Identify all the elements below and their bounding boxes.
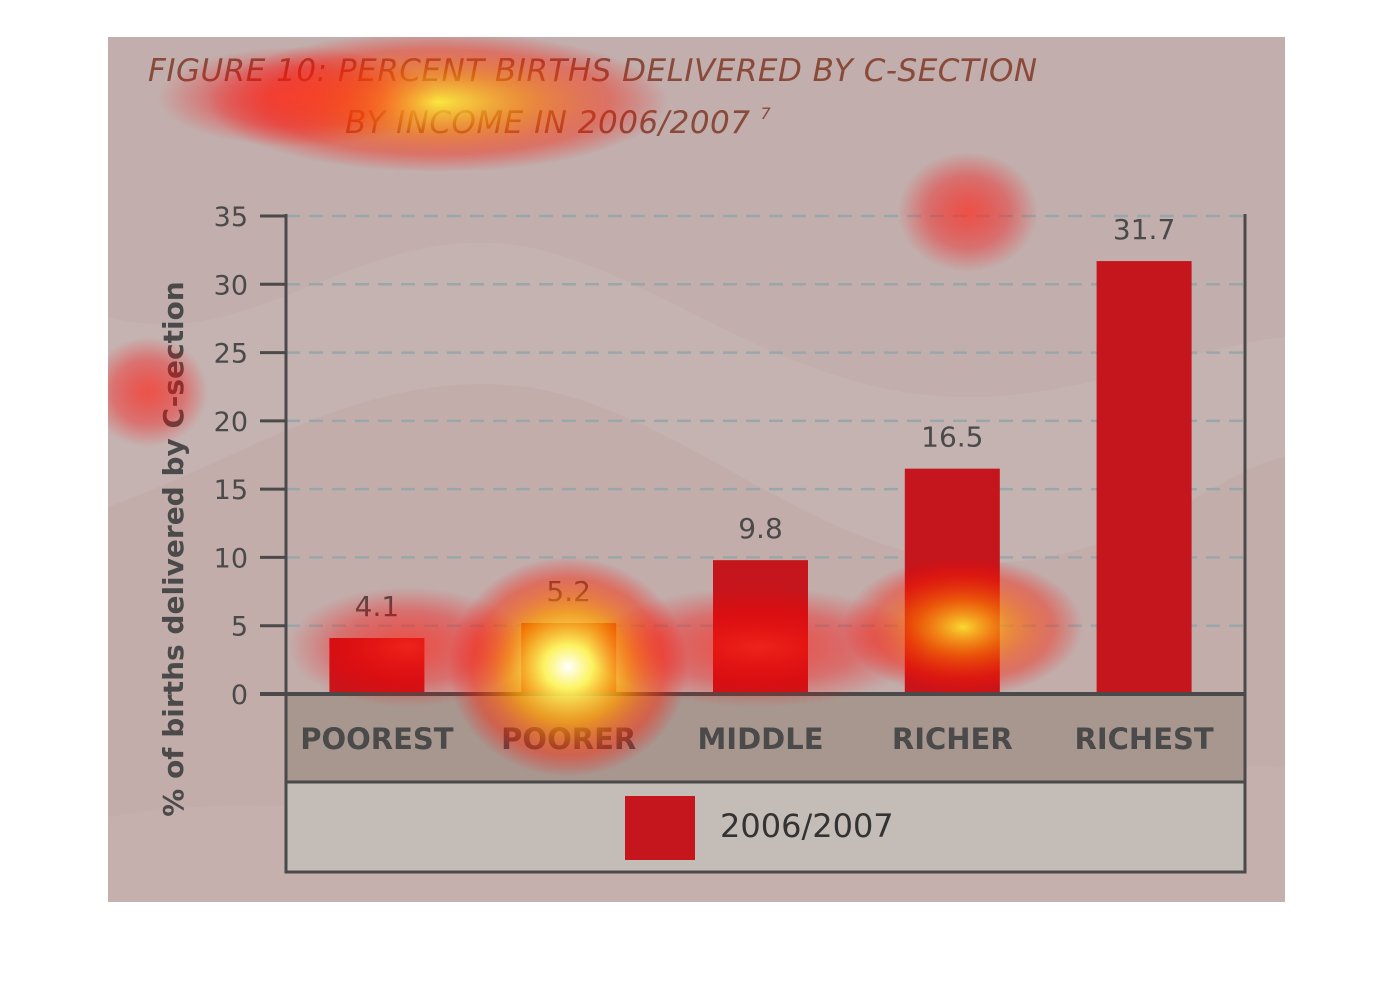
bar [1096, 261, 1192, 694]
category-label: POOREST [300, 722, 454, 756]
title-footnote: 7 [761, 104, 772, 123]
category-label: RICHEST [1075, 722, 1214, 756]
heat-spot-middle [588, 587, 928, 707]
category-label: RICHER [892, 722, 1013, 756]
category-band [284, 692, 1247, 874]
y-ticks: 0 5 10 15 20 25 30 35 [214, 202, 286, 711]
y-tick-label: 35 [214, 202, 248, 233]
category-label: MIDDLE [697, 722, 823, 756]
legend: 2006/2007 [625, 796, 894, 860]
y-tick-label: 10 [214, 543, 248, 574]
chart-card: FIGURE 10: PERCENT BIRTHS DELIVERED BY C… [108, 37, 1285, 902]
heat-spot-left [108, 337, 208, 447]
y-tick-label: 15 [214, 475, 248, 506]
category-labels: POORESTPOORERMIDDLERICHERRICHEST [300, 722, 1214, 756]
heat-spot-title-left [158, 47, 438, 147]
y-tick-label: 5 [231, 612, 248, 643]
heat-spot-poorest [288, 587, 528, 707]
legend-label: 2006/2007 [720, 807, 894, 845]
legend-band-fill [284, 780, 1247, 874]
y-tick-label: 0 [231, 680, 248, 711]
y-tick-label: 25 [214, 339, 248, 370]
legend-swatch [625, 796, 695, 860]
y-tick-label: 30 [214, 270, 248, 301]
bar-value-label: 16.5 [921, 421, 983, 454]
bar-value-label: 31.7 [1113, 213, 1175, 246]
y-tick-label: 20 [214, 407, 248, 438]
heat-spot-top-right [898, 152, 1038, 272]
attention-heatmap [108, 37, 1083, 777]
bar-value-label: 9.8 [738, 512, 783, 545]
bar-chart: FIGURE 10: PERCENT BIRTHS DELIVERED BY C… [108, 37, 1285, 902]
